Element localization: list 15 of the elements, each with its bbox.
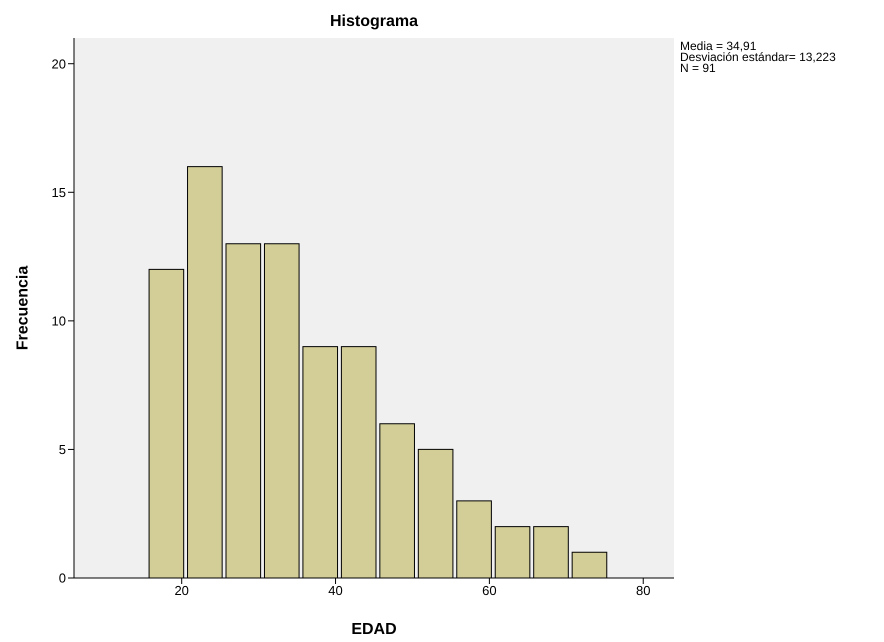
x-tick-label: 20 — [174, 583, 189, 598]
y-axis-title: Frecuencia — [14, 266, 32, 350]
y-tick-label: 0 — [58, 570, 66, 586]
x-tick-label: 60 — [482, 583, 497, 598]
text: N = 91 — [680, 61, 716, 75]
y-tick-label: 15 — [52, 184, 66, 200]
text: Media = 34,91 — [680, 39, 757, 53]
x-axis-title: EDAD — [351, 621, 397, 638]
x-tick-label: 80 — [636, 583, 650, 598]
y-tick-label: 10 — [52, 313, 66, 328]
y-tick-label: 20 — [52, 56, 66, 72]
chart-title: Histograma — [330, 13, 418, 30]
text: Desviación estándar= 13,223 — [680, 50, 836, 64]
y-tick-label: 5 — [58, 442, 66, 458]
x-tick-label: 40 — [328, 583, 343, 598]
